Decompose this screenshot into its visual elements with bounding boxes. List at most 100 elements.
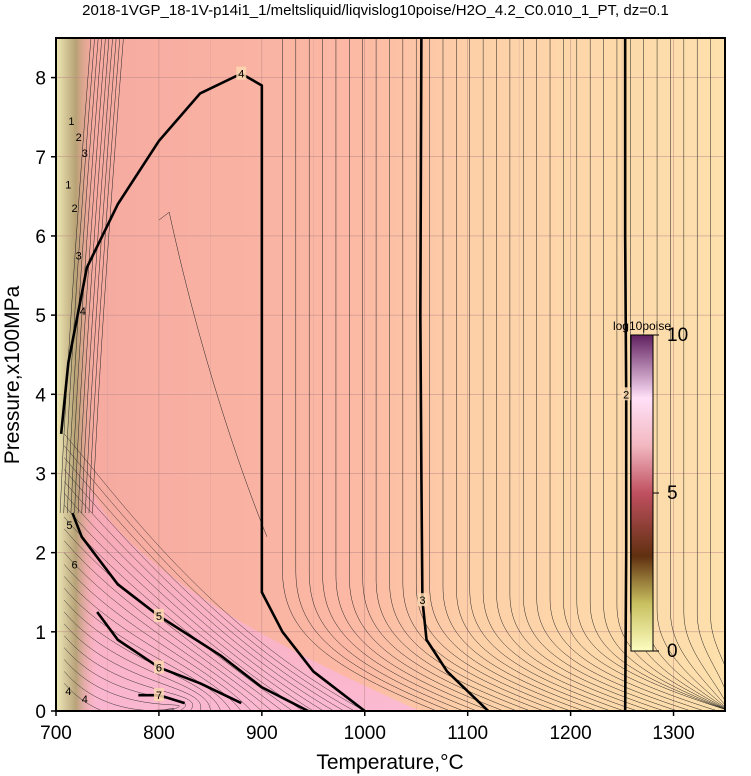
colorbar: log10poise 0 5 10 (613, 319, 688, 662)
x-tick-label: 1000 (344, 723, 386, 744)
edge-contour-label: 3 (82, 148, 88, 160)
edge-contour-label: 4 (65, 686, 71, 698)
y-axis-title: Pressure,x100MPa (1, 285, 24, 464)
edge-contour-label: 6 (71, 559, 77, 571)
colorbar-title: log10poise (613, 319, 671, 333)
minor-contours (59, 38, 725, 711)
minor-contour-line (389, 38, 544, 711)
minor-contour-line (482, 38, 638, 711)
minor-contour-line (375, 38, 531, 711)
minor-contour-line (64, 552, 262, 711)
high-viscosity-region (56, 430, 420, 711)
contour-label-bg (417, 593, 428, 607)
minor-contour-line (576, 38, 725, 710)
minor-contour-line (64, 659, 180, 711)
minor-contour-line (603, 38, 725, 710)
minor-contour-line (158, 211, 268, 537)
x-tick-label: 1200 (549, 723, 591, 744)
edge-contour-label: 4 (80, 306, 86, 318)
x-axis-title: Temperature,°C (316, 751, 463, 774)
minor-contour-line (92, 38, 124, 514)
y-tick-label: 5 (35, 306, 46, 327)
minor-contour-line (536, 38, 692, 711)
minor-contour-line (322, 38, 478, 711)
minor-contour-line (656, 38, 725, 707)
contour-label-4: 4 (238, 69, 244, 81)
y-axis: 0 1 2 3 4 5 6 7 8 (35, 69, 56, 723)
colorbar-ticks: 0 5 10 (653, 325, 688, 662)
minor-contour-line (696, 38, 725, 691)
chart-title: 2018-1VGP_18-1V-p14i1_1/meltsliquid/liqv… (82, 2, 669, 19)
minor-contour-line (64, 611, 211, 711)
minor-contour-line (63, 38, 95, 514)
y-tick-label: 2 (35, 544, 46, 565)
x-tick-label: 1100 (447, 723, 488, 744)
y-tick-label: 1 (35, 623, 46, 644)
minor-contour-line (59, 38, 92, 514)
y-tick-label: 3 (35, 464, 46, 485)
x-tick-label: 1300 (652, 723, 694, 744)
minor-contour-line (64, 493, 314, 711)
contour-label-bg (153, 660, 164, 674)
contour-label-bg (236, 66, 247, 80)
minor-contour-line (81, 38, 113, 514)
minor-contour-line (64, 457, 345, 711)
x-tick-label: 800 (143, 723, 175, 744)
minor-contour-line (683, 38, 725, 702)
colorbar-tick-label: 5 (667, 483, 678, 504)
minor-contour-line (308, 38, 464, 711)
colorbar-gradient (630, 334, 654, 652)
minor-contour-line (74, 38, 106, 514)
minor-contour-line (670, 38, 725, 706)
minor-contour-line (523, 38, 678, 711)
contour-label-3: 3 (419, 595, 425, 607)
edge-contour-label: 1 (65, 179, 71, 191)
contour-label-bg (621, 387, 632, 401)
contour-label-6: 6 (156, 662, 162, 674)
x-tick-label: 900 (246, 723, 278, 744)
edge-contour-label: 1 (68, 116, 74, 128)
contour-label-bg (153, 608, 164, 622)
minor-contour-line (295, 38, 451, 711)
minor-contour-line (77, 38, 110, 514)
minor-contour-line (616, 38, 725, 709)
minor-contour-line (85, 38, 117, 514)
contour-label-5: 5 (156, 611, 162, 623)
y-tick-label: 0 (35, 702, 46, 723)
minor-contour-line (549, 38, 705, 711)
minor-contour-line (64, 469, 335, 711)
x-tick-label: 700 (40, 723, 72, 744)
minor-contour-line (349, 38, 504, 711)
y-tick-label: 7 (35, 148, 46, 169)
edge-contour-label: 2 (76, 132, 82, 144)
minor-contour-line (469, 38, 625, 711)
minor-contour-line (64, 445, 355, 711)
colorbar-tick-label: 0 (667, 641, 678, 662)
minor-contour-line (64, 623, 202, 711)
minor-contour-line (64, 433, 365, 711)
minor-contour-line (589, 38, 725, 710)
minor-contour-line (64, 504, 304, 711)
left-edge-region (56, 38, 96, 711)
minor-contour-line (64, 564, 252, 711)
y-tick-label: 8 (35, 69, 46, 90)
y-tick-label: 4 (35, 385, 46, 406)
contour-label-7: 7 (156, 690, 162, 702)
minor-contour-line (335, 38, 491, 711)
edge-contour-label: 5 (66, 520, 72, 532)
minor-contour-line (362, 38, 518, 711)
colorbar-tick-label: 10 (667, 325, 688, 346)
edge-contour-label: 4 (82, 694, 88, 706)
edge-contour-label: 3 (76, 251, 82, 263)
minor-contour-line (710, 38, 725, 667)
minor-contour-line (70, 38, 103, 514)
contour-label-bg (153, 688, 164, 702)
major-contour-2 (623, 38, 628, 711)
plot-frame (55, 37, 726, 712)
minor-contour-line (563, 38, 718, 711)
minor-contour-line (64, 540, 273, 711)
minor-contour-line (64, 481, 324, 711)
